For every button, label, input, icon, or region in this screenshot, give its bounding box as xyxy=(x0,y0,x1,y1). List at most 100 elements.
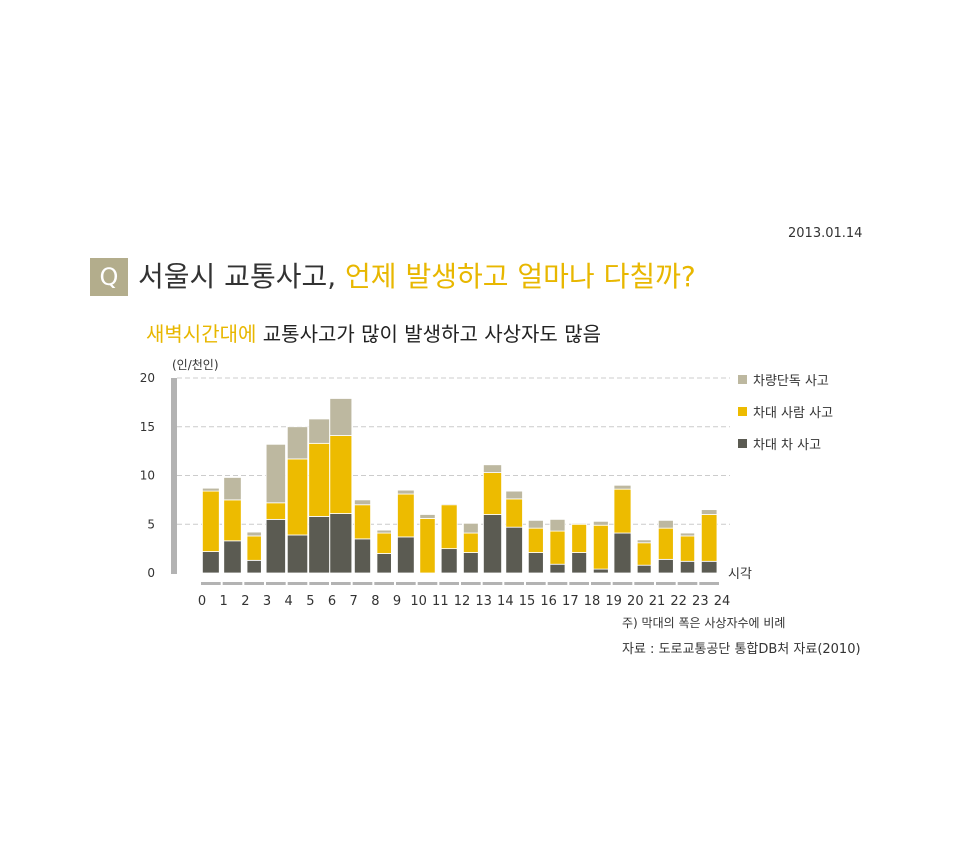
bar-car-2 xyxy=(246,559,262,574)
bar-single-3 xyxy=(265,443,286,504)
bar-single-22 xyxy=(679,532,696,537)
bar-pedestrian-5 xyxy=(308,442,330,517)
bar-single-13 xyxy=(482,464,503,473)
x-tick-label: 10 xyxy=(410,594,427,609)
bar-car-4 xyxy=(286,534,309,574)
bar-single-8 xyxy=(376,529,392,534)
x-axis-segment xyxy=(547,582,568,585)
x-axis-segment xyxy=(504,582,524,585)
x-tick-label: 6 xyxy=(328,594,336,609)
x-axis-segment xyxy=(591,582,611,585)
x-tick-label: 0 xyxy=(198,594,206,609)
x-tick-label: 24 xyxy=(714,594,731,609)
x-tick-label: 16 xyxy=(540,594,557,609)
y-tick-label: 0 xyxy=(147,566,155,580)
bar-pedestrian-6 xyxy=(329,435,353,514)
x-tick-label: 15 xyxy=(519,594,536,609)
legend-label-single: 차량단독 사고 xyxy=(753,374,829,389)
x-tick-label: 23 xyxy=(692,594,709,609)
subtitle-highlight: 새벽시간대에 xyxy=(146,322,257,346)
page-title: 서울시 교통사고, 언제 발생하고 얼마나 다칠까? xyxy=(138,255,696,295)
bar-single-7 xyxy=(354,499,371,506)
x-axis-title: 시각 xyxy=(728,567,752,582)
bar-pedestrian-16 xyxy=(549,530,566,565)
bar-pedestrian-15 xyxy=(527,527,544,553)
question-badge: Q xyxy=(90,258,128,296)
bar-car-0 xyxy=(202,551,220,574)
bar-pedestrian-21 xyxy=(657,527,674,560)
x-axis-segment xyxy=(287,582,308,585)
bar-pedestrian-12 xyxy=(463,532,479,553)
bar-pedestrian-22 xyxy=(679,535,696,562)
bar-pedestrian-23 xyxy=(700,514,718,562)
bar-single-18 xyxy=(592,520,609,526)
x-tick-label: 19 xyxy=(605,594,622,609)
x-tick-label: 14 xyxy=(497,594,514,609)
x-tick-label: 22 xyxy=(670,594,687,609)
x-tick-label: 9 xyxy=(393,594,401,609)
x-axis-segment xyxy=(309,582,329,585)
x-axis-segment xyxy=(612,582,633,585)
x-axis-segment xyxy=(461,582,481,585)
bar-car-6 xyxy=(329,513,353,574)
x-tick-label: 21 xyxy=(649,594,666,609)
bar-single-14 xyxy=(505,490,523,500)
bar-pedestrian-0 xyxy=(202,490,220,552)
x-tick-label: 3 xyxy=(263,594,271,609)
chart-note: 주) 막대의 폭은 사상자수에 비례 xyxy=(622,616,786,630)
bar-car-3 xyxy=(265,518,286,574)
bar-car-14 xyxy=(505,526,523,574)
bar-car-7 xyxy=(354,538,371,574)
x-tick-label: 18 xyxy=(584,594,601,609)
bar-single-4 xyxy=(286,426,309,460)
x-axis-segment xyxy=(352,582,373,585)
bar-car-1 xyxy=(223,540,242,574)
y-axis-unit: (인/천인) xyxy=(172,358,219,372)
x-tick-label: 2 xyxy=(241,594,249,609)
bar-car-17 xyxy=(571,552,587,574)
y-tick-label: 20 xyxy=(140,371,155,385)
x-axis-segment xyxy=(396,582,416,585)
bar-pedestrian-19 xyxy=(613,488,632,534)
date-label: 2013.01.14 xyxy=(788,226,863,241)
bar-single-12 xyxy=(463,522,479,534)
title-plain: 서울시 교통사고, xyxy=(138,260,346,293)
x-tick-label: 8 xyxy=(371,594,379,609)
bar-car-8 xyxy=(376,553,392,574)
bar-single-19 xyxy=(613,484,632,490)
x-tick-label: 7 xyxy=(350,594,358,609)
bar-car-23 xyxy=(700,560,718,574)
x-axis-segment xyxy=(266,582,286,585)
bar-single-10 xyxy=(419,514,436,519)
legend-swatch-car xyxy=(738,439,747,448)
bar-single-11 xyxy=(440,503,458,506)
bar-single-5 xyxy=(308,418,330,444)
bar-car-22 xyxy=(679,560,696,574)
x-axis-segment xyxy=(699,582,719,585)
bar-single-15 xyxy=(527,519,544,529)
bar-single-20 xyxy=(636,539,652,544)
bar-pedestrian-4 xyxy=(286,458,309,536)
bar-pedestrian-17 xyxy=(571,523,587,553)
bar-pedestrian-3 xyxy=(265,502,286,520)
bar-single-0 xyxy=(202,487,220,492)
bar-pedestrian-13 xyxy=(482,472,503,515)
legend-label-car: 차대 차 사고 xyxy=(753,438,822,453)
bar-single-1 xyxy=(223,477,242,501)
bar-car-12 xyxy=(463,552,479,574)
x-axis-segment xyxy=(569,582,589,585)
bar-single-9 xyxy=(397,489,415,495)
title-highlight: 언제 발생하고 얼마나 다칠까? xyxy=(345,260,696,293)
x-tick-label: 5 xyxy=(306,594,314,609)
bar-single-17 xyxy=(571,522,587,525)
legend-swatch-pedestrian xyxy=(738,407,747,416)
bar-car-15 xyxy=(527,552,544,574)
x-axis-segment xyxy=(634,582,654,585)
bar-single-16 xyxy=(549,518,566,532)
bar-single-2 xyxy=(246,531,262,537)
x-axis-segment xyxy=(482,582,503,585)
x-tick-label: 11 xyxy=(432,594,449,609)
bar-car-5 xyxy=(308,516,330,574)
x-axis-segment xyxy=(374,582,394,585)
